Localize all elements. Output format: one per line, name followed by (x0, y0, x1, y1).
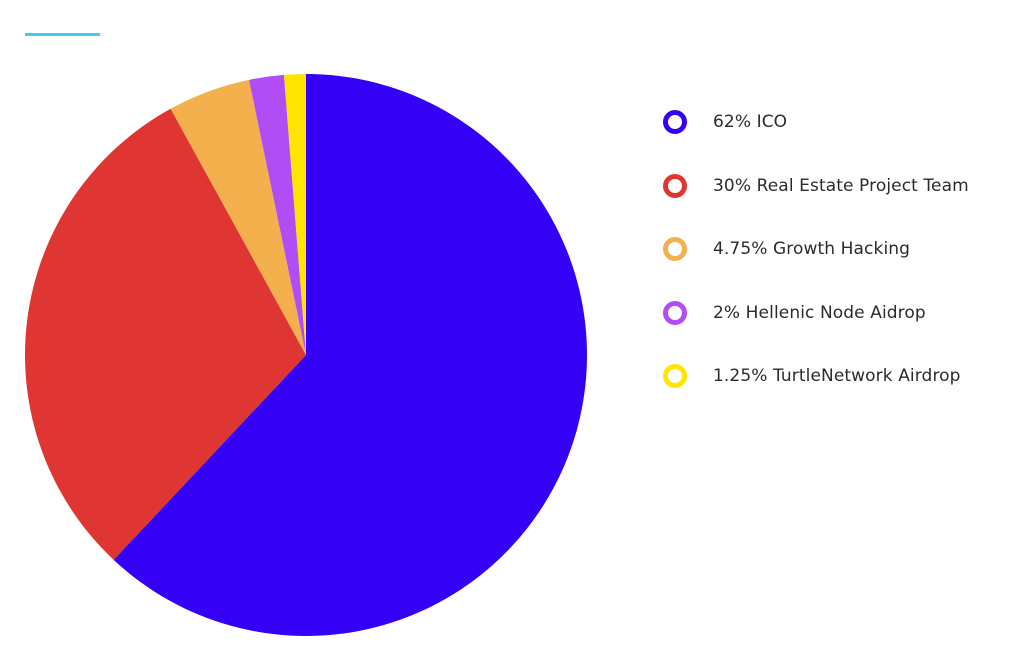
legend-item-turtlenetwork-airdrop[interactable]: 1.25% TurtleNetwork Airdrop (663, 364, 969, 388)
legend-marker-turtlenetwork-airdrop (663, 364, 687, 388)
legend-item-real-estate-project-team[interactable]: 30% Real Estate Project Team (663, 173, 969, 198)
pie-slice-growth-hacking[interactable] (170, 79, 306, 356)
header-accent-line (25, 33, 100, 36)
pie-slice-real-estate-project-team[interactable] (24, 108, 306, 560)
legend-marker-growth-hacking (663, 237, 687, 261)
legend-label-real-estate-project-team: 30% Real Estate Project Team (713, 175, 969, 196)
legend-item-growth-hacking[interactable]: 4.75% Growth Hacking (663, 237, 969, 261)
legend-item-hellenic-node-aidrop[interactable]: 2% Hellenic Node Aidrop (663, 300, 969, 325)
pie-chart (24, 74, 588, 637)
legend-label-growth-hacking: 4.75% Growth Hacking (713, 239, 911, 259)
chart-legend: 62% ICO 30% Real Estate Project Team 4.7… (663, 110, 969, 428)
legend-item-ico[interactable]: 62% ICO (663, 110, 969, 134)
pie-slice-hellenic-node-aidrop[interactable] (249, 74, 306, 356)
legend-label-ico: 62% ICO (713, 112, 788, 132)
pie-slice-ico[interactable] (113, 74, 588, 637)
legend-marker-ico (663, 110, 687, 134)
legend-marker-real-estate-project-team (663, 173, 687, 198)
legend-label-hellenic-node-aidrop: 2% Hellenic Node Aidrop (713, 302, 926, 323)
legend-label-turtlenetwork-airdrop: 1.25% TurtleNetwork Airdrop (713, 366, 961, 386)
legend-marker-hellenic-node-aidrop (663, 300, 687, 325)
pie-slice-turtlenetwork-airdrop[interactable] (283, 74, 306, 355)
